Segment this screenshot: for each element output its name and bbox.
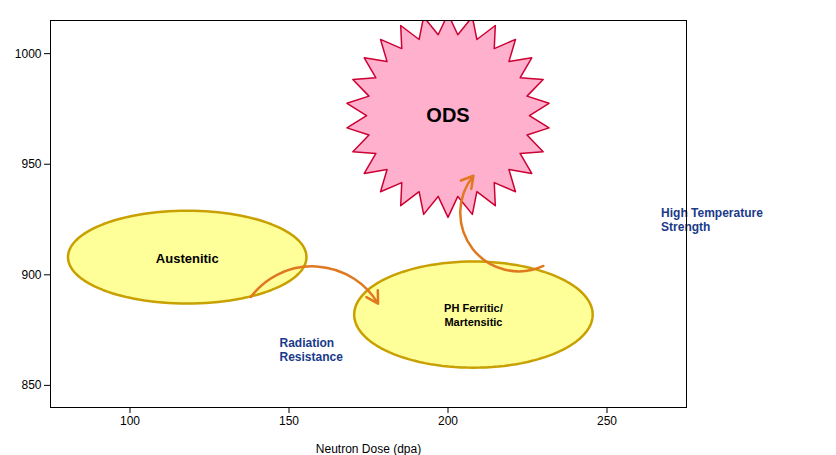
svg-text:High TemperatureStrength: High TemperatureStrength xyxy=(661,206,763,234)
svg-text:900: 900 xyxy=(21,268,41,282)
svg-text:150: 150 xyxy=(279,414,299,428)
svg-text:200: 200 xyxy=(438,414,458,428)
svg-text:ODS: ODS xyxy=(426,104,469,126)
svg-text:850: 850 xyxy=(21,378,41,392)
svg-text:Austenitic: Austenitic xyxy=(156,251,219,266)
svg-text:PH Ferritic/Martensitic: PH Ferritic/Martensitic xyxy=(444,302,503,328)
svg-text:1000: 1000 xyxy=(15,47,42,61)
svg-text:950: 950 xyxy=(21,157,41,171)
svg-text:100: 100 xyxy=(120,414,140,428)
svg-text:RadiationResistance: RadiationResistance xyxy=(279,336,343,364)
svg-text:250: 250 xyxy=(597,414,617,428)
svg-text:Neutron Dose (dpa): Neutron Dose (dpa) xyxy=(316,442,421,455)
